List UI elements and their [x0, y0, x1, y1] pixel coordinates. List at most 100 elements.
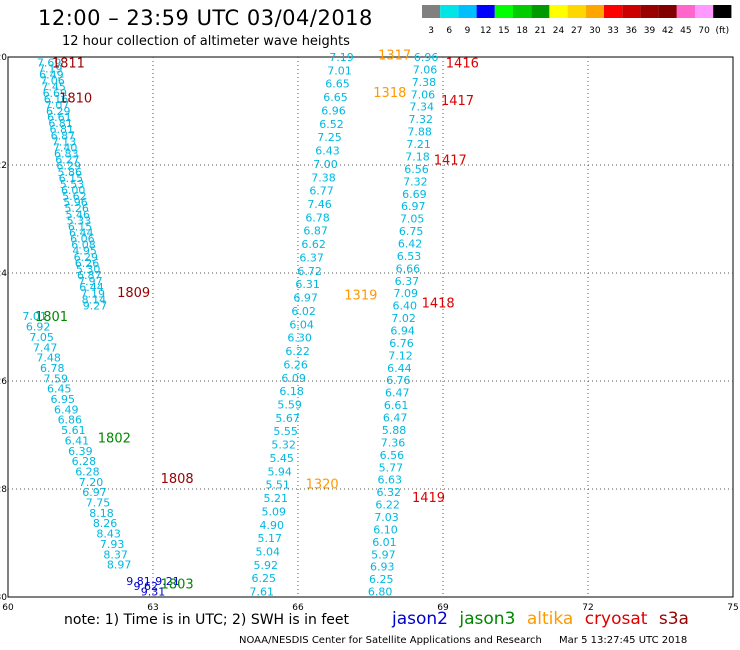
wave-height-value: 6.95: [51, 393, 76, 406]
wave-height-value: 6.87: [303, 225, 328, 238]
legend-s3a: s3a: [658, 609, 689, 629]
wave-height-value: 6.75: [399, 225, 424, 238]
colorbar-label: 33: [607, 26, 618, 35]
wave-height-value: 6.37: [299, 251, 324, 264]
wave-height-value: 6.28: [75, 465, 100, 478]
wave-height-value: 7.48: [36, 352, 61, 365]
legend-cryosat: cryosat: [584, 609, 648, 629]
x-tick-label: 75: [727, 603, 738, 610]
wave-height-value: 7.00: [313, 158, 338, 171]
x-tick-label: 60: [2, 603, 14, 610]
wave-height-value: 6.94: [390, 325, 415, 338]
y-tick-label: -22: [0, 161, 7, 171]
wave-height-value: 5.04: [255, 546, 280, 559]
wave-height-value: 6.53: [397, 250, 422, 263]
wave-height-value: 6.45: [47, 383, 72, 396]
wave-height-value: 7.34: [410, 101, 435, 114]
wave-height-value: 7.38: [311, 171, 336, 184]
chart-subtitle: 12 hour collection of altimeter wave hei…: [62, 34, 350, 49]
y-tick-label: -24: [0, 269, 7, 279]
wave-height-value: 6.18: [279, 385, 304, 398]
wave-height-value: 5.97: [371, 548, 396, 561]
wave-height-value: 6.96: [321, 104, 346, 117]
wave-height-value: 7.19: [38, 62, 63, 75]
colorbar-label: 15: [498, 26, 509, 35]
colorbar-swatch: [549, 5, 568, 18]
wave-height-value: 6.44: [387, 362, 412, 375]
y-tick-label: -28: [0, 485, 7, 495]
wave-height-value: 5.67: [275, 412, 300, 425]
wave-height-value: 7.03: [374, 511, 399, 524]
wave-height-value: 5.51: [265, 479, 290, 492]
wave-height-value: 6.42: [398, 237, 423, 250]
wave-height-value: 6.15: [68, 220, 93, 233]
wave-height-value: 6.93: [370, 561, 395, 574]
wave-height-value: 5.26: [64, 202, 89, 215]
wave-height-value: 6.09: [281, 372, 306, 385]
wave-height-value: 6.97: [293, 292, 318, 305]
wave-height-value: 7.06: [413, 63, 438, 76]
wave-height-value: 7.19: [80, 287, 105, 300]
wave-height-value: 6.52: [319, 118, 344, 131]
wave-height-value: 6.22: [285, 345, 310, 358]
wave-height-value: 7.18: [405, 150, 430, 163]
wave-height-value: 9.31: [141, 586, 166, 599]
wave-height-value: 5.61: [61, 424, 86, 437]
wave-height-value: 6.47: [383, 412, 408, 425]
wave-height-value: 5.17: [257, 532, 282, 545]
wave-height-value: 6.62: [301, 238, 326, 251]
wave-height-value: 6.87: [51, 129, 76, 142]
wave-height-value: 6.31: [295, 278, 320, 291]
x-tick-label: 63: [147, 603, 158, 610]
colorbar-swatch: [640, 5, 659, 18]
wave-height-value: 6.30: [287, 332, 312, 345]
wave-height-value: 5.21: [263, 492, 288, 505]
wave-height-value: 7.38: [412, 76, 437, 89]
pass-label: 1801: [35, 310, 68, 325]
wave-height-value: 6.61: [47, 111, 72, 124]
wave-height-value: 5.33: [67, 214, 92, 227]
wave-height-value: 6.32: [376, 486, 401, 499]
colorbar-label: 45: [680, 26, 691, 35]
wave-height-value: 5.30: [76, 263, 101, 276]
wave-height-value: 6.10: [373, 523, 398, 536]
pass-label: 1416: [446, 56, 479, 71]
colorbar-label: 21: [535, 26, 546, 35]
wave-height-value: 5.45: [269, 452, 294, 465]
wave-height-value: 5.77: [379, 461, 404, 474]
wave-height-value: 6.00: [61, 184, 86, 197]
wave-height-value: 6.65: [325, 78, 350, 91]
wave-height-value: 7.88: [407, 126, 432, 139]
wave-height-value: 6.77: [309, 185, 334, 198]
colorbar-swatch: [604, 5, 623, 18]
wave-height-value: 5.09: [261, 505, 286, 518]
wave-height-value: 6.61: [384, 399, 409, 412]
wave-height-value: 6.08: [71, 239, 96, 252]
wave-height-value: 6.83: [54, 148, 79, 161]
wave-height-value: 6.78: [40, 362, 65, 375]
wave-height-value: 6.47: [385, 387, 410, 400]
wave-height-value: 6.02: [291, 305, 316, 318]
pass-label: 1319: [344, 289, 377, 304]
pass-label: 1803: [161, 578, 194, 593]
wave-height-value: 7.40: [53, 141, 78, 154]
wave-height-value: 6.76: [389, 337, 414, 350]
colorbar-swatch: [531, 5, 550, 18]
wave-height-value: 6.44: [69, 227, 94, 240]
colorbar-label: 6: [446, 26, 452, 35]
wave-height-value: 6.28: [72, 455, 97, 468]
legend-jason3: jason3: [459, 609, 516, 629]
wave-height-value: 8.18: [89, 507, 114, 520]
colorbar-label: 42: [662, 26, 673, 35]
pass-label: 1417: [441, 94, 474, 109]
wave-height-value: 9.81: [126, 575, 151, 588]
colorbar-label: 30: [589, 26, 601, 35]
pass-label: 1419: [412, 491, 445, 506]
y-tick-label: -26: [0, 377, 7, 387]
wave-height-value: 5.96: [63, 196, 88, 209]
wave-height-value: 6.81: [48, 117, 73, 130]
wave-height-value: 6.41: [65, 434, 90, 447]
wave-height-value: 7.75: [86, 497, 111, 510]
colorbar-swatch: [567, 5, 586, 18]
wave-height-value: 7.02: [391, 312, 416, 325]
